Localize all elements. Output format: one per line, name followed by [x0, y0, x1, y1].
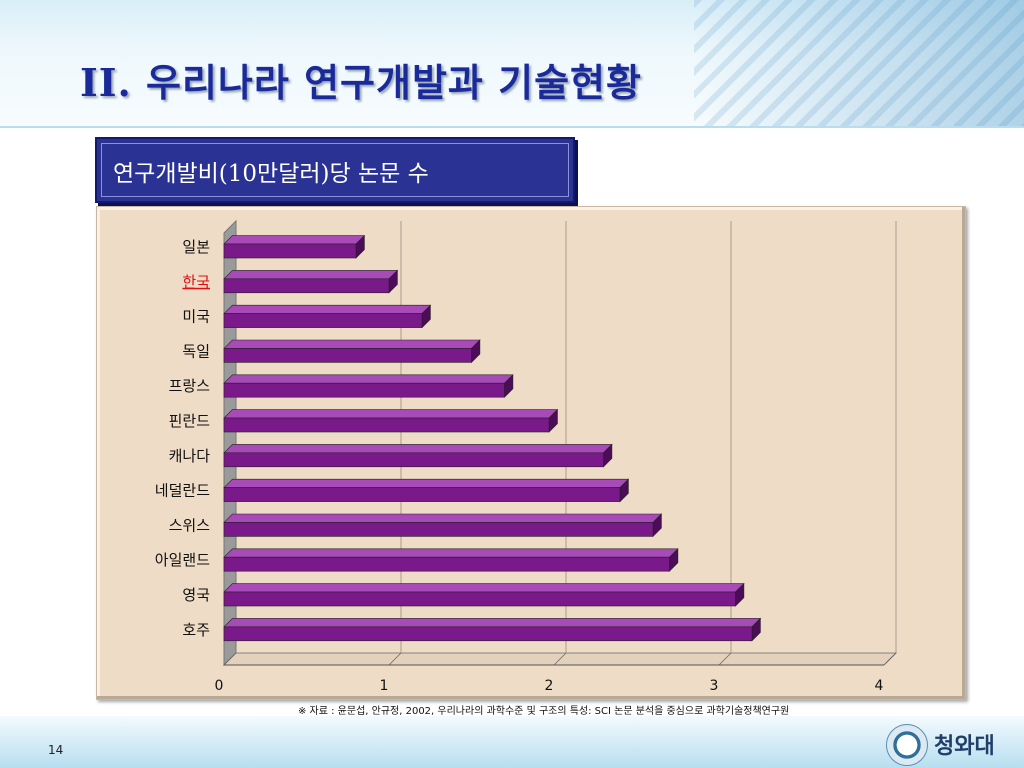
bar-top — [223, 235, 366, 245]
bar-top — [223, 618, 762, 628]
logo-text: 청와대 — [934, 734, 995, 759]
subtitle-inner-frame — [101, 143, 569, 197]
bar — [223, 348, 472, 363]
bar — [223, 626, 753, 642]
floor-tick — [883, 652, 897, 666]
category-label: 한국 — [182, 273, 210, 291]
bar-top — [223, 548, 679, 558]
category-label: 호주 — [182, 621, 210, 639]
header-band — [0, 0, 1024, 128]
bar — [223, 487, 621, 502]
header-decoration — [694, 0, 1024, 128]
header-divider — [0, 126, 1024, 128]
floor-tick — [718, 652, 732, 666]
footer-band — [0, 716, 1024, 768]
floor-tick — [553, 652, 567, 666]
bar-top — [223, 270, 399, 280]
chart-subtitle: 연구개발비(10만달러)당 논문 수 — [113, 161, 429, 187]
bar — [223, 417, 550, 433]
bar — [223, 522, 654, 537]
category-label: 일본 — [182, 238, 210, 256]
bar-top — [223, 409, 559, 419]
blue-house-emblem-icon — [886, 724, 928, 766]
category-label: 영국 — [182, 586, 210, 604]
floor-tick — [388, 652, 402, 666]
slide-title: II. 우리나라 연구개발과 기술현황 — [80, 60, 642, 105]
bar-top — [223, 374, 514, 384]
chart-subtitle-box: 연구개발비(10만달러)당 논문 수 — [95, 137, 575, 203]
category-label: 스위스 — [169, 516, 211, 534]
category-label: 네덜란드 — [155, 482, 210, 500]
bar-top — [223, 478, 630, 488]
category-label: 독일 — [182, 342, 210, 360]
floor-tick — [223, 652, 237, 666]
x-tick-label: 0 — [215, 678, 224, 694]
x-tick-label: 3 — [710, 678, 719, 694]
bar — [223, 278, 390, 294]
x-tick-label: 4 — [875, 678, 884, 694]
bar — [223, 452, 604, 468]
category-label: 미국 — [182, 308, 210, 326]
bar-top — [223, 444, 613, 454]
bar-top — [223, 513, 663, 523]
category-label: 아일랜드 — [155, 551, 210, 569]
bar — [223, 556, 670, 572]
x-tick-label: 2 — [545, 678, 554, 694]
bar — [223, 313, 423, 328]
bar — [223, 591, 736, 607]
category-label: 핀란드 — [169, 412, 211, 430]
bar — [223, 243, 357, 259]
bar-top — [223, 583, 745, 593]
bar-top — [223, 304, 432, 314]
category-label: 프랑스 — [169, 377, 211, 395]
bar-top — [223, 339, 481, 349]
bar — [223, 382, 505, 398]
page-number: 14 — [48, 743, 64, 757]
source-note: ※ 자료 : 윤문섭, 안규정, 2002, 우리나라의 과학수준 및 구조의 … — [298, 706, 790, 717]
x-tick-label: 1 — [380, 678, 389, 694]
category-label: 캐나다 — [169, 447, 211, 465]
